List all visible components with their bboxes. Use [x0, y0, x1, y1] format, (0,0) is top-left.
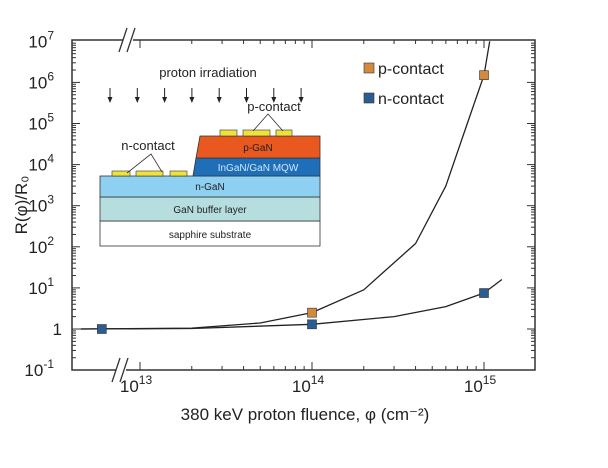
y-tick-label: 104 [28, 152, 54, 175]
y-tick-exponent: 1 [47, 275, 54, 289]
axis-break-mark [111, 357, 121, 383]
layer-label-p-gan: p-GaN [243, 143, 272, 154]
legend-label-n-contact: n-contact [378, 91, 444, 108]
axis-break-mark [118, 27, 128, 53]
fit-curve-p-contact [80, 41, 491, 330]
y-tick-exponent: 4 [47, 152, 54, 166]
data-point-p-contact [307, 307, 317, 318]
y-tick-label: 107 [28, 28, 54, 51]
p-contact-label: p-contact [247, 99, 301, 114]
data-point-p-contact [479, 70, 489, 80]
x-tick-label: 1013 [120, 373, 153, 396]
y-tick-label: 10-1 [24, 357, 54, 380]
layer-sapphire [99, 220, 321, 247]
y-tick-label: 1 [53, 320, 62, 339]
metal-contact [111, 170, 131, 177]
metal-contact [219, 129, 238, 137]
x-tick-exponent: 13 [139, 373, 153, 387]
n-contact-leader [126, 153, 163, 174]
legend-label-p-contact: p-contact [378, 61, 444, 78]
arrow-down-icon [271, 97, 277, 103]
y-tick-exponent: 6 [47, 69, 54, 83]
arrow-down-icon [107, 97, 113, 103]
x-tick-label: 1014 [292, 373, 325, 396]
plot-frame [71, 39, 536, 371]
metal-contact [169, 170, 188, 177]
arrow-down-icon [244, 97, 249, 103]
y-tick-label: 103 [28, 193, 54, 216]
layer-label-gan-buffer: GaN buffer layer [173, 205, 247, 216]
metal-contact [275, 129, 293, 137]
legend-marker-p-contact [363, 62, 375, 74]
layer-label-mqw: InGaN/GaN MQW [218, 163, 299, 174]
layer-p-gan [195, 135, 321, 159]
legend: p-contact n-contact [363, 61, 444, 108]
arrow-down-icon [216, 97, 222, 103]
arrow-down-icon [162, 97, 168, 103]
x-tick-exponent: 15 [483, 373, 497, 387]
y-axis-label: R(φ)/R₀ [12, 176, 31, 235]
layer-label-sapphire: sapphire substrate [169, 230, 252, 241]
y-tick-exponent: 3 [47, 193, 54, 207]
device-schematic-inset: proton irradiation sapphire substrate Ga… [99, 65, 321, 247]
legend-marker-n-contact [363, 92, 375, 104]
metal-contact [135, 170, 164, 177]
fit-curve-n-contact [80, 278, 503, 330]
axes [71, 27, 536, 383]
y-tick-label: 102 [28, 234, 54, 257]
y-tick-label: 105 [28, 111, 54, 134]
axis-break-gap [116, 366, 126, 374]
x-tick-exponent: 14 [311, 373, 325, 387]
data-point-n-contact [307, 319, 317, 330]
arrow-down-icon [298, 97, 304, 103]
proton-arrows [107, 88, 304, 103]
axis-break-mark [126, 27, 136, 53]
x-axis-label: 380 keV proton fluence, φ (cm⁻²) [181, 405, 430, 424]
y-tick-exponent: 5 [47, 111, 54, 125]
contacts [111, 129, 293, 177]
y-tick-exponent: 2 [47, 234, 54, 248]
layer-label-n-gan: n-GaN [195, 182, 224, 193]
y-tick-exponent: 7 [47, 28, 54, 42]
y-tick-label: 101 [28, 275, 54, 298]
arrow-down-icon [134, 97, 140, 103]
data-points [97, 70, 489, 334]
axis-break-mark [119, 357, 129, 383]
inset-title: proton irradiation [159, 65, 257, 80]
data-point-n-contact [97, 324, 107, 334]
n-contact-label: n-contact [121, 138, 175, 153]
arrow-down-icon [189, 97, 195, 103]
x-tick-label: 1015 [464, 373, 497, 396]
p-contact-leader [252, 113, 284, 132]
y-tick-label: 106 [28, 69, 54, 92]
data-point-n-contact [479, 288, 489, 298]
y-tick-exponent: -1 [43, 357, 54, 371]
metal-contact [242, 129, 271, 137]
axis-break-gap [123, 36, 133, 44]
